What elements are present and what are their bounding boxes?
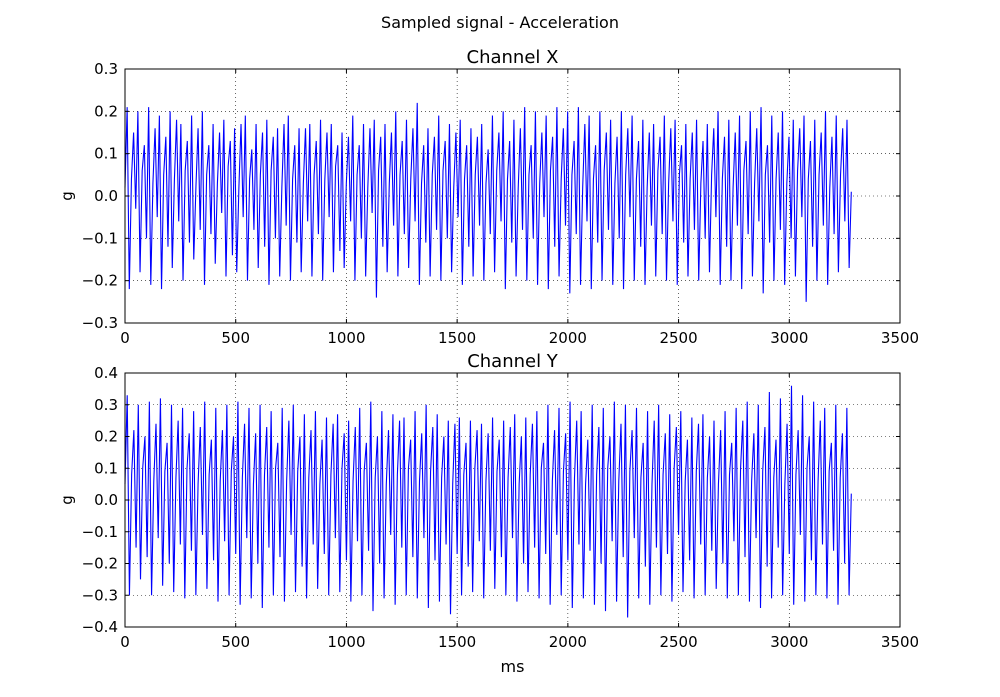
- x-tick-label: 1500: [438, 633, 476, 651]
- x-tick-label: 2000: [549, 633, 587, 651]
- x-tick-label: 0: [120, 329, 130, 347]
- x-tick-label: 1500: [438, 329, 476, 347]
- y-tick-label: −0.4: [82, 618, 118, 636]
- y-tick-label: 0.3: [94, 396, 118, 414]
- panel-channel-x: 0 500 1000 1500 2000 2500 3000 3500 −0.3 −0.2 −0.1…: [58, 47, 919, 347]
- y-tick-label: 0.1: [94, 145, 118, 163]
- y-tick-label: 0.0: [94, 491, 118, 509]
- panel-title-channel-y: Channel Y: [467, 351, 559, 372]
- y-tick-label: −0.3: [82, 314, 118, 332]
- y-tick-label: 0.1: [94, 459, 118, 477]
- x-axis-label-channel-y: ms: [501, 657, 525, 676]
- y-tick-label: 0.3: [94, 60, 118, 78]
- y-axis-label-channel-y: g: [58, 495, 76, 505]
- y-tick-label: −0.1: [82, 523, 118, 541]
- y-tick-label: −0.1: [82, 229, 118, 247]
- y-tick-label: 0.2: [94, 102, 118, 120]
- y-tick-label: 0.4: [94, 364, 118, 382]
- y-tick-label: 0.0: [94, 187, 118, 205]
- y-tick-label: −0.2: [82, 555, 118, 573]
- x-tick-label: 3500: [881, 633, 919, 651]
- x-tick-label: 500: [221, 633, 250, 651]
- panel-title-channel-x: Channel X: [467, 47, 559, 68]
- series-line-channel-y: [124, 385, 852, 618]
- x-tick-label: 0: [120, 633, 130, 651]
- y-tick-label: −0.3: [82, 586, 118, 604]
- x-tick-label: 3500: [881, 329, 919, 347]
- x-tick-label: 3000: [770, 633, 808, 651]
- series-line-channel-x: [124, 102, 852, 302]
- x-tick-label: 1000: [327, 633, 365, 651]
- x-tick-label: 2000: [549, 329, 587, 347]
- y-tick-label: −0.2: [82, 272, 118, 290]
- figure-suptitle: Sampled signal - Acceleration: [381, 13, 619, 32]
- x-tick-label: 2500: [659, 329, 697, 347]
- panel-channel-y: 0 500 1000 1500 2000 2500 3000 3500 −0.4 −0.3 −0.2…: [58, 351, 919, 676]
- y-axis-label-channel-x: g: [58, 191, 76, 201]
- x-tick-label: 500: [221, 329, 250, 347]
- x-tick-label: 3000: [770, 329, 808, 347]
- y-tick-label: 0.2: [94, 428, 118, 446]
- x-tick-label: 1000: [327, 329, 365, 347]
- x-tick-label: 2500: [659, 633, 697, 651]
